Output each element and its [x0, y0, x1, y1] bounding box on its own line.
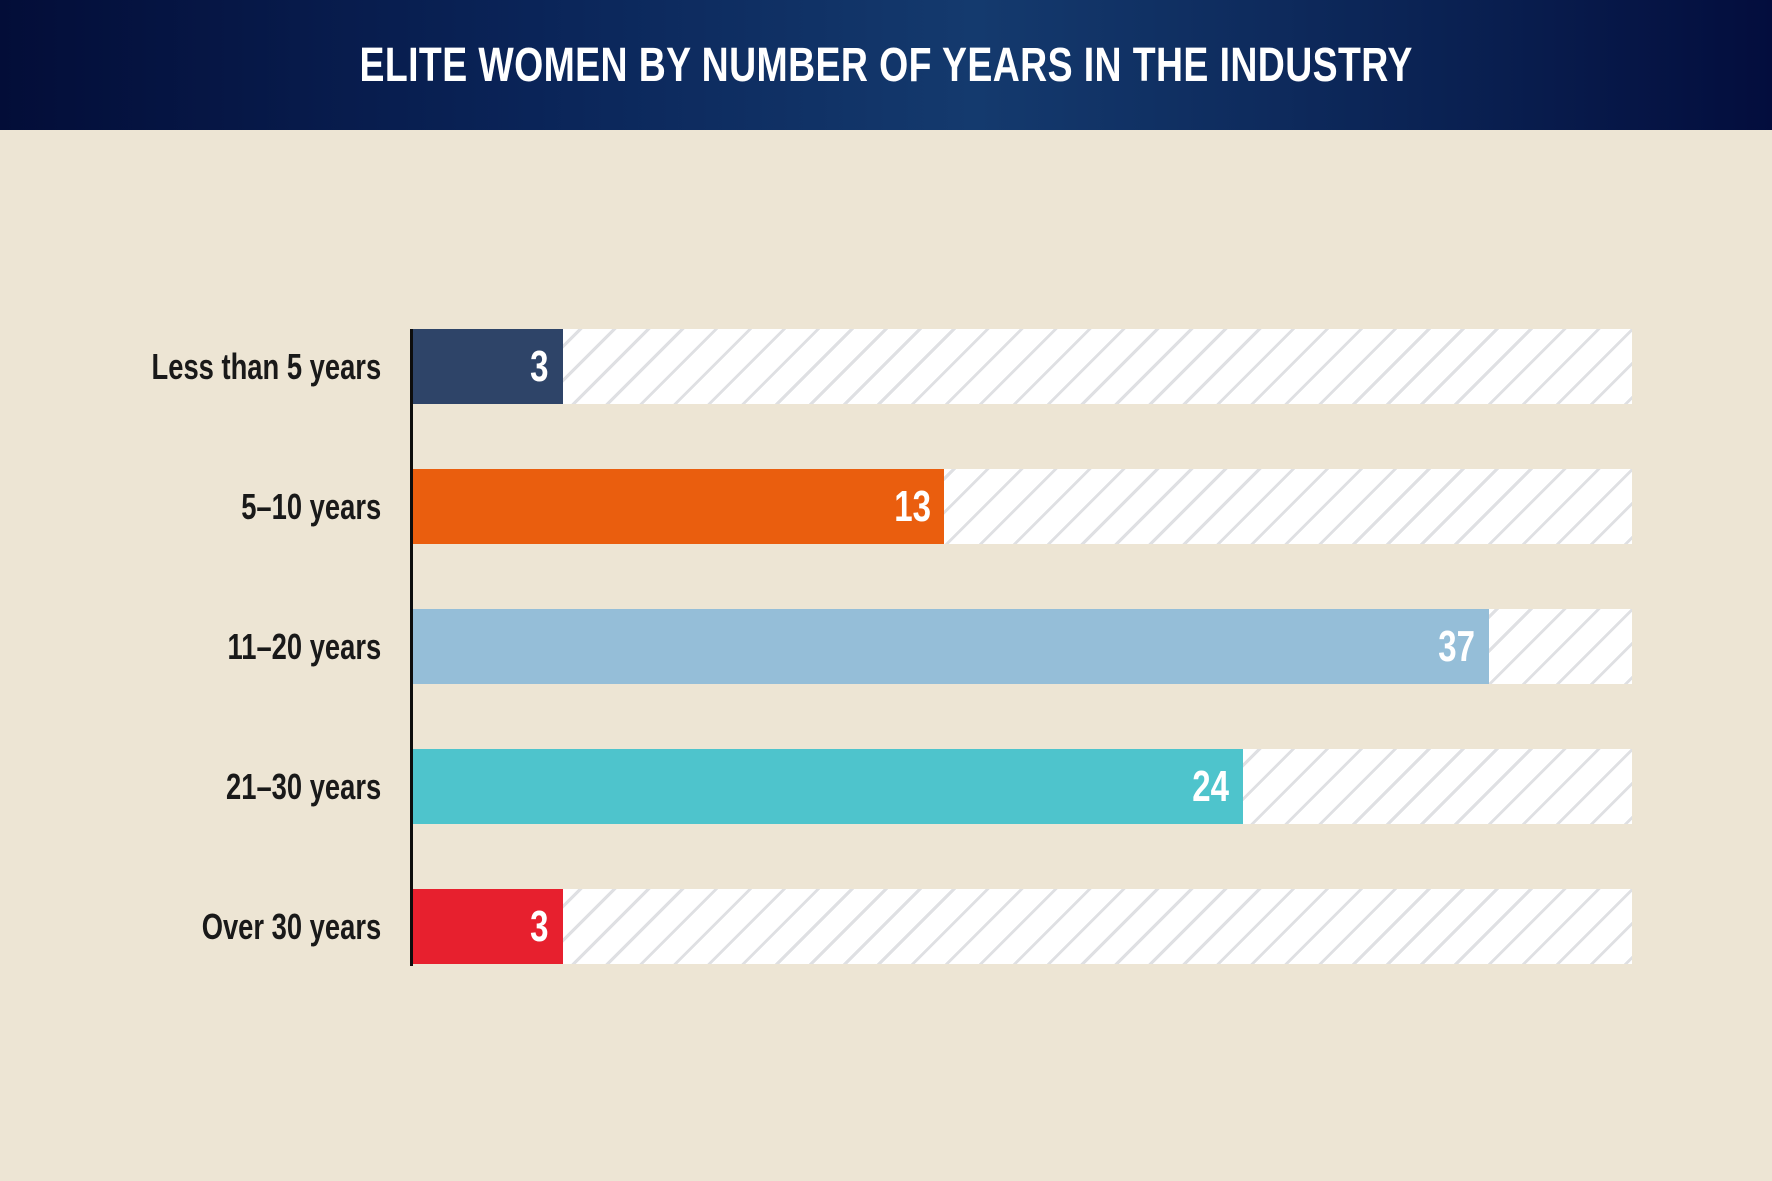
bar: 13: [413, 469, 945, 544]
chart-row: Over 30 years 3: [0, 889, 1772, 964]
axis-line: [410, 329, 413, 966]
bar-track: 24: [413, 749, 1632, 824]
value-label: 3: [530, 341, 549, 391]
category-label-text: Less than 5 years: [151, 345, 381, 387]
category-label: 11–20 years: [0, 609, 413, 684]
bar-track: 13: [413, 469, 1632, 544]
header-band: ELITE WOMEN BY NUMBER OF YEARS IN THE IN…: [0, 0, 1772, 130]
bar-chart: Less than 5 years 3 5–10 years 13 11–20 year…: [0, 329, 1772, 1029]
value-label: 24: [1192, 761, 1230, 811]
category-label: Over 30 years: [0, 889, 413, 964]
category-label-text: Over 30 years: [201, 905, 381, 947]
bar-track: 3: [413, 889, 1632, 964]
category-label: 5–10 years: [0, 469, 413, 544]
chart-row: Less than 5 years 3: [0, 329, 1772, 404]
value-label: 13: [893, 481, 931, 531]
value-label: 3: [530, 901, 549, 951]
category-label: Less than 5 years: [0, 329, 413, 404]
category-label-text: 11–20 years: [227, 625, 381, 667]
category-label-text: 21–30 years: [225, 765, 381, 807]
bar: 3: [413, 889, 563, 964]
bar-track: 3: [413, 329, 1632, 404]
page-title: ELITE WOMEN BY NUMBER OF YEARS IN THE IN…: [359, 38, 1413, 92]
bar-track: 37: [413, 609, 1632, 684]
category-label-text: 5–10 years: [241, 485, 381, 527]
category-label: 21–30 years: [0, 749, 413, 824]
bar: 3: [413, 329, 563, 404]
value-label: 37: [1438, 621, 1476, 671]
chart-row: 5–10 years 13: [0, 469, 1772, 544]
bar: 37: [413, 609, 1490, 684]
bar: 24: [413, 749, 1244, 824]
chart-row: 21–30 years 24: [0, 749, 1772, 824]
chart-row: 11–20 years 37: [0, 609, 1772, 684]
